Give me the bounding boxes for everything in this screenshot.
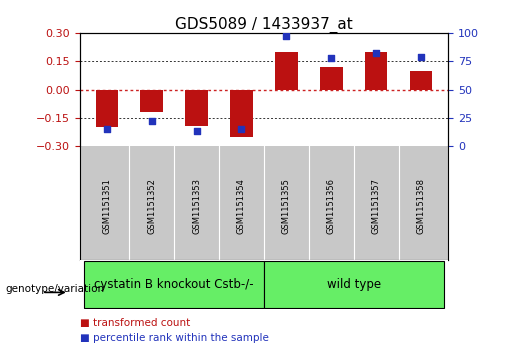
Text: GSM1151357: GSM1151357: [372, 178, 381, 234]
Bar: [410, 70, 432, 90]
Text: GSM1151356: GSM1151356: [327, 178, 336, 234]
Point: [237, 126, 246, 132]
Bar: [365, 52, 387, 90]
Text: cystatin B knockout Cstb-/-: cystatin B knockout Cstb-/-: [94, 278, 254, 291]
Text: GSM1151355: GSM1151355: [282, 178, 291, 233]
Bar: [264, 261, 443, 307]
Bar: [84, 261, 264, 307]
Point: [417, 54, 425, 60]
Point: [327, 55, 335, 61]
Point: [102, 126, 111, 132]
Text: GSM1151352: GSM1151352: [147, 178, 156, 233]
Text: GSM1151351: GSM1151351: [102, 178, 111, 233]
Bar: [185, 90, 208, 126]
Text: wild type: wild type: [327, 278, 381, 291]
Bar: [230, 90, 253, 137]
Title: GDS5089 / 1433937_at: GDS5089 / 1433937_at: [175, 16, 353, 33]
Text: GSM1151358: GSM1151358: [417, 178, 425, 234]
Text: ■ percentile rank within the sample: ■ percentile rank within the sample: [80, 333, 269, 343]
Bar: [320, 67, 342, 90]
Text: ■ transformed count: ■ transformed count: [80, 318, 190, 328]
Text: GSM1151354: GSM1151354: [237, 178, 246, 233]
Text: GSM1151353: GSM1151353: [192, 178, 201, 234]
Point: [282, 33, 290, 39]
Bar: [275, 52, 298, 90]
Point: [148, 118, 156, 124]
Bar: [96, 90, 118, 127]
Point: [193, 128, 201, 134]
Point: [372, 50, 380, 56]
Text: genotype/variation: genotype/variation: [5, 284, 104, 294]
Bar: [141, 90, 163, 112]
